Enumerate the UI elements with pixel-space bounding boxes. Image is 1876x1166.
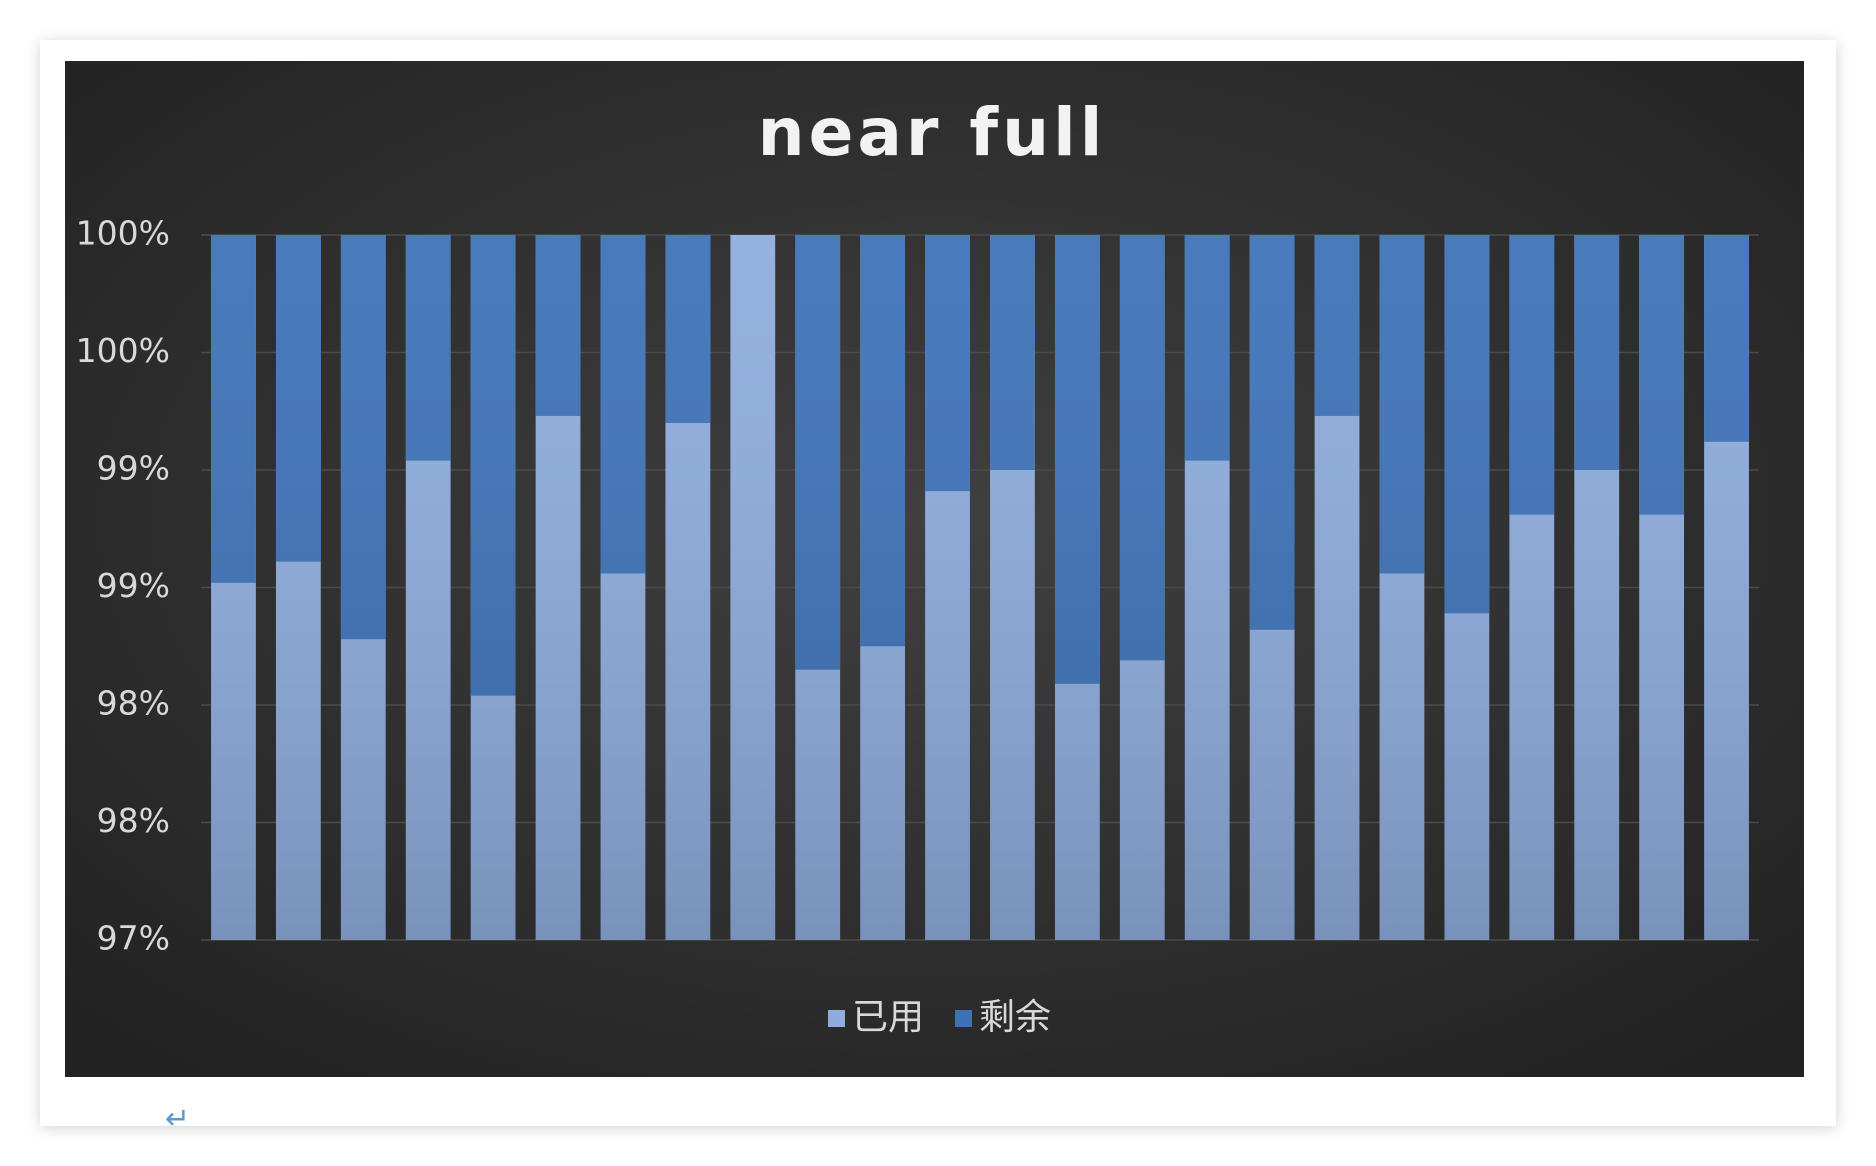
y-tick-label: 98% (97, 684, 170, 723)
y-tick-label: 99% (97, 566, 170, 605)
bar-segment (211, 235, 256, 583)
y-tick-label: 98% (97, 801, 170, 840)
chart-title: near full (758, 94, 1107, 171)
bar-segment (340, 235, 386, 640)
bar-segment (275, 235, 321, 562)
bar-segment (470, 235, 516, 696)
paragraph-mark: ↵ (165, 1102, 190, 1137)
bar-segment (1574, 235, 1620, 470)
bar-segment (1314, 235, 1360, 416)
bar-segment (1184, 235, 1230, 461)
bar-segment (730, 235, 776, 940)
bar-segment (600, 235, 646, 574)
bar-segment (405, 235, 451, 461)
bar-segment (1379, 235, 1425, 574)
bar-segment (795, 235, 841, 670)
y-tick-label: 97% (97, 919, 170, 958)
y-tick-label: 100% (76, 214, 170, 253)
bar-segment (1119, 235, 1165, 661)
y-tick-label: 99% (97, 449, 170, 488)
bar-segment (925, 235, 970, 492)
bar-segment (1639, 235, 1685, 515)
bar-segment (860, 235, 906, 647)
legend-label: 已用 (852, 997, 924, 1038)
bar-segment (1444, 235, 1490, 614)
bar-segment (665, 235, 711, 423)
bar-segment (535, 235, 581, 416)
legend-label: 剩余 (979, 997, 1051, 1038)
bar-segment (1249, 235, 1295, 630)
legend-swatch (955, 1010, 972, 1027)
bar-segment (1509, 235, 1555, 515)
bar-segment (1704, 235, 1749, 442)
y-tick-label: 100% (76, 331, 170, 370)
legend-swatch (828, 1010, 845, 1027)
bar-segment (990, 235, 1035, 470)
bar-segment (1054, 235, 1100, 684)
